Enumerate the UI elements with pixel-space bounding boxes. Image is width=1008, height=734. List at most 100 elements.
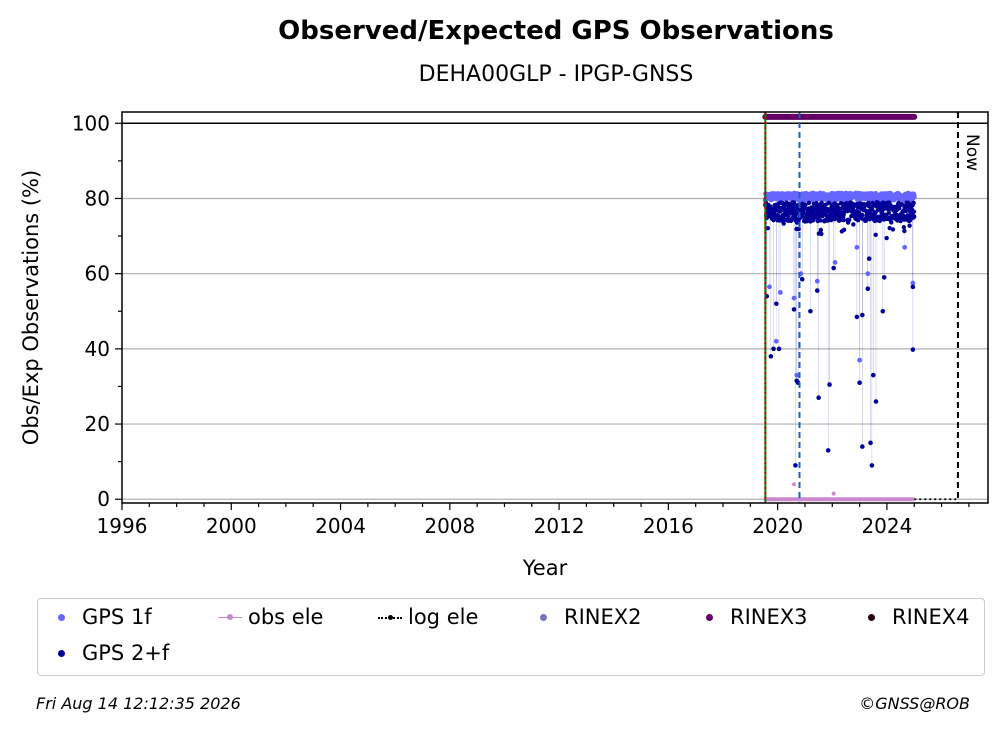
point-gps2f	[881, 275, 887, 280]
point-gps2f	[799, 277, 805, 282]
point-gps1f	[777, 290, 783, 295]
legend-item-gps2f: GPS 2+f	[52, 641, 169, 665]
legend-item-rinex3: RINEX3	[700, 605, 808, 629]
point-gps2f	[873, 399, 879, 404]
y-tick-label: 100	[72, 111, 110, 135]
point-gps2f	[880, 308, 886, 314]
point-gps2f	[768, 354, 774, 359]
point-gps2f	[869, 207, 875, 212]
legend-item-obs-ele: obs ele	[218, 605, 323, 629]
x-tick-label: 2024	[861, 514, 912, 538]
point-obs-ele	[792, 482, 797, 487]
point-gps1f	[857, 357, 863, 363]
point-gps2f	[860, 444, 865, 449]
legend-marker-rinex3	[700, 607, 724, 627]
point-gps2f	[773, 301, 779, 307]
x-tick-label: 1996	[97, 514, 148, 538]
y-tick-label: 40	[85, 337, 110, 361]
chart-title: Observed/Expected GPS Observations	[278, 16, 834, 46]
point-gps1f	[832, 259, 838, 265]
x-tick-label: 2020	[752, 514, 803, 538]
point-gps2f	[890, 227, 896, 232]
point-gps2f	[851, 202, 857, 207]
legend-marker-obs-ele	[218, 607, 242, 627]
point-gps2f	[860, 212, 865, 218]
legend-item-gps1f: GPS 1f	[52, 605, 152, 629]
point-gps2f	[884, 235, 889, 241]
point-gps2f	[865, 286, 871, 292]
legend-label-rinex3: RINEX3	[730, 605, 808, 629]
point-gps1f	[911, 194, 917, 200]
legend-item-rinex2: RINEX2	[534, 605, 642, 629]
chart-subtitle: DEHA00GLP - IPGP-GNSS	[418, 62, 694, 87]
point-gps2f	[857, 380, 862, 385]
point-gps2f	[831, 265, 836, 271]
legend-label-rinex2: RINEX2	[564, 605, 642, 629]
legend-label-rinex4: RINEX4	[892, 605, 970, 629]
point-gps2f	[912, 214, 917, 219]
x-tick-label: 2016	[643, 514, 694, 538]
point-gps2f	[902, 228, 907, 234]
point-gps1f	[791, 295, 797, 301]
point-gps2f	[806, 200, 812, 206]
point-gps1f	[767, 284, 772, 290]
point-gps2f	[816, 395, 821, 401]
point-gps1f	[865, 271, 871, 277]
point-gps2f	[786, 213, 791, 219]
point-gps2f	[910, 284, 916, 290]
point-gps2f	[791, 200, 797, 205]
y-tick-label: 60	[85, 262, 110, 286]
chart-plot: Now 1996 2000 2004 2008 2012 2016 2020 2024 0 20 40…	[19, 111, 989, 580]
legend-label-gps2f: GPS 2+f	[82, 641, 170, 665]
legend-marker-rinex4	[862, 607, 886, 627]
point-gps2f	[793, 463, 798, 468]
legend-item-rinex4: RINEX4	[862, 605, 970, 629]
x-axis-label: Year	[522, 556, 568, 580]
legend-marker-gps1f	[52, 607, 76, 627]
legend: GPS 1f obs ele log ele RINEX2 RINEX3 RIN…	[37, 598, 985, 676]
point-gps2f	[781, 221, 786, 226]
point-gps2f	[910, 347, 916, 352]
point-gps1f	[910, 280, 916, 286]
x-tick-label: 2012	[534, 514, 585, 538]
point-gps2f	[814, 288, 820, 293]
y-tick-label: 80	[85, 186, 110, 210]
point-gps1f	[773, 338, 779, 344]
point-gps2f	[765, 226, 771, 231]
point-gps1f	[814, 278, 820, 284]
footer-timestamp: Fri Aug 14 12:12:35 2026	[36, 694, 241, 713]
legend-marker-rinex2	[534, 607, 558, 627]
point-gps2f	[907, 223, 912, 228]
y-axis-label: Obs/Exp Observations (%)	[19, 170, 43, 445]
legend-label-gps1f: GPS 1f	[82, 605, 152, 629]
point-gps2f	[869, 463, 875, 468]
point-gps2f	[841, 217, 846, 223]
y-tick-label: 0	[97, 487, 110, 511]
point-gps2f	[791, 307, 797, 312]
point-gps2f	[776, 346, 782, 352]
legend-marker-log-ele	[378, 607, 402, 627]
point-gps2f	[819, 231, 824, 237]
point-gps2f	[847, 217, 852, 223]
x-tick-label: 2008	[424, 514, 475, 538]
now-label: Now	[962, 134, 982, 171]
point-obs-ele	[831, 491, 836, 496]
x-tick-label: 2000	[206, 514, 257, 538]
point-gps1f	[794, 372, 800, 378]
legend-label-obs-ele: obs ele	[248, 605, 324, 629]
point-gps2f	[771, 346, 776, 352]
legend-label-log-ele: log ele	[408, 605, 479, 629]
legend-item-log-ele: log ele	[378, 605, 478, 629]
point-gps1f	[854, 244, 860, 250]
point-gps2f	[818, 218, 823, 223]
point-gps2f	[901, 225, 907, 230]
point-gps2f	[886, 210, 892, 215]
x-tick-label: 2004	[315, 514, 366, 538]
point-gps2f	[827, 382, 832, 387]
point-gps2f	[911, 209, 917, 214]
point-gps2f	[825, 448, 831, 453]
point-gps2f	[866, 256, 872, 261]
point-gps1f	[902, 244, 908, 250]
point-gps2f	[860, 312, 865, 318]
point-gps2f	[808, 308, 813, 314]
